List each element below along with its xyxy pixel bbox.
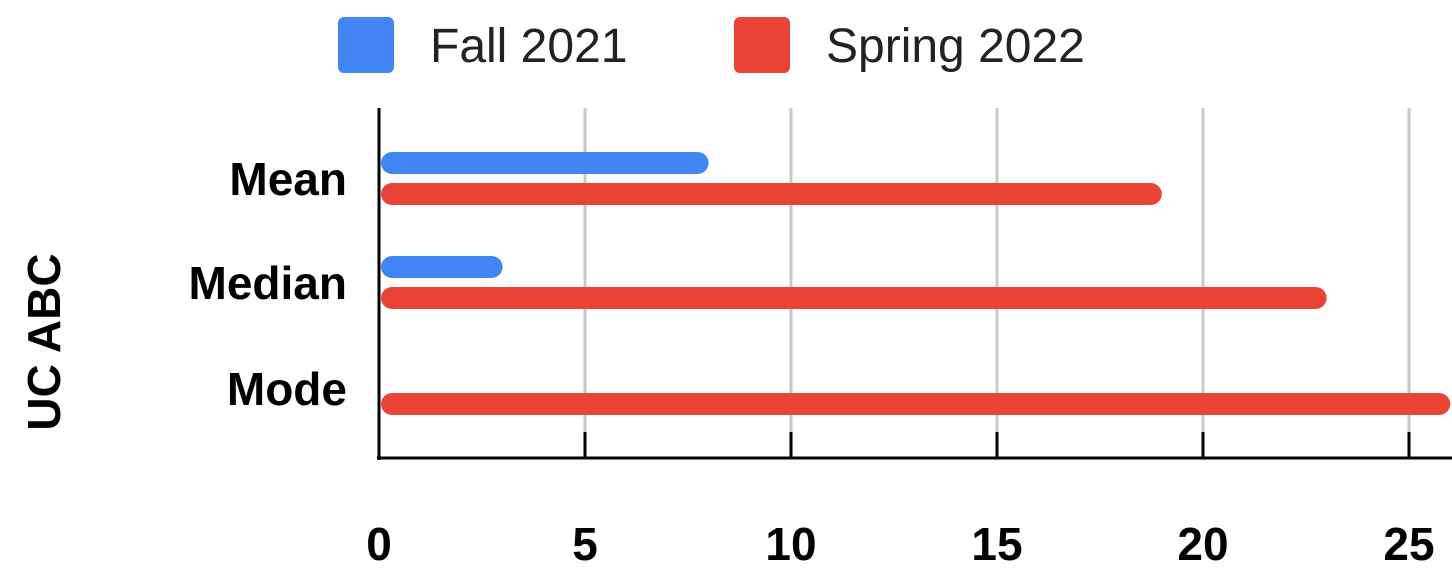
tick-labels: 0 5 10 15 20 25 bbox=[366, 518, 1434, 568]
bar-spring-2022-mode bbox=[381, 393, 1451, 415]
legend-label-1: Spring 2022 bbox=[826, 20, 1085, 73]
x-tick-label-5: 25 bbox=[1383, 518, 1434, 568]
y-axis-title: UC ABC bbox=[18, 253, 70, 430]
category-labels: Mean Median Mode bbox=[189, 153, 347, 415]
legend-label-0: Fall 2021 bbox=[430, 20, 627, 73]
x-tick-label-1: 5 bbox=[572, 518, 598, 568]
x-tick-label-4: 20 bbox=[1177, 518, 1228, 568]
x-tick-label-3: 15 bbox=[971, 518, 1022, 568]
legend: Fall 2021 Spring 2022 bbox=[338, 17, 1085, 73]
bar-spring-2022-mean bbox=[381, 183, 1162, 205]
bars bbox=[381, 152, 1451, 415]
legend-swatch-0 bbox=[338, 17, 394, 73]
category-label-mode: Mode bbox=[227, 363, 347, 415]
bar-fall-2021-median bbox=[381, 256, 503, 278]
legend-swatch-1 bbox=[734, 17, 790, 73]
bar-fall-2021-mean bbox=[381, 152, 709, 174]
bar-spring-2022-median bbox=[381, 287, 1327, 309]
category-label-mean: Mean bbox=[229, 153, 347, 205]
x-tick-label-2: 10 bbox=[765, 518, 816, 568]
axes bbox=[377, 108, 1452, 460]
x-tick-label-0: 0 bbox=[366, 518, 392, 568]
category-label-median: Median bbox=[189, 257, 347, 309]
